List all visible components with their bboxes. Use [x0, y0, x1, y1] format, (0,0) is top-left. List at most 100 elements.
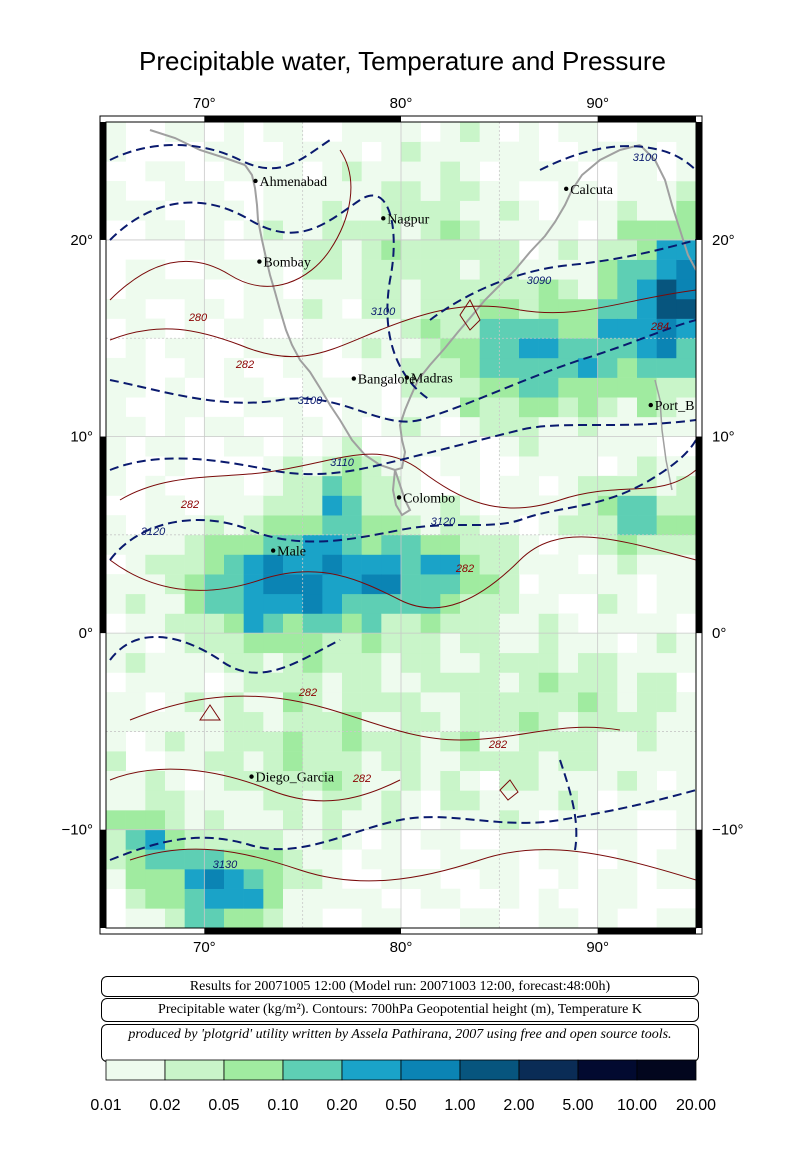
- pw-cell: [302, 613, 323, 634]
- pw-cell: [479, 122, 500, 142]
- pw-cell: [479, 416, 500, 437]
- pw-cell: [224, 574, 244, 595]
- pw-cell: [538, 279, 559, 300]
- pw-cell: [322, 259, 343, 280]
- pw-cell: [204, 239, 225, 260]
- pw-cell: [322, 318, 343, 339]
- pw-cell: [656, 849, 677, 870]
- pw-cell: [361, 318, 382, 339]
- pw-cell: [401, 180, 421, 201]
- pw-cell: [637, 220, 657, 241]
- pw-cell: [460, 908, 480, 928]
- pw-cell: [656, 416, 677, 437]
- pw-cell: [302, 869, 323, 889]
- pw-cell: [440, 888, 461, 909]
- pw-cell: [558, 220, 579, 241]
- pw-cell: [558, 456, 579, 477]
- pw-cell: [558, 908, 579, 928]
- pw-cell: [243, 633, 264, 654]
- pw-cell: [401, 652, 421, 673]
- pw-cell: [401, 200, 421, 221]
- pw-cell: [322, 180, 343, 201]
- pw-cell: [440, 711, 461, 732]
- legend-swatch: [164, 1059, 225, 1081]
- pw-cell: [538, 731, 559, 752]
- pw-cell: [263, 495, 284, 516]
- pw-cell: [224, 377, 244, 398]
- pw-cell: [184, 888, 205, 909]
- pw-cell: [440, 790, 461, 811]
- pw-cell: [479, 357, 500, 378]
- pw-cell: [578, 397, 598, 418]
- pw-cell: [165, 436, 185, 457]
- pw-cell: [538, 751, 559, 772]
- pw-cell: [676, 574, 696, 595]
- pw-cell: [145, 810, 166, 831]
- pw-cell: [184, 318, 205, 339]
- pw-cell: [224, 475, 244, 496]
- pw-cell: [420, 200, 441, 221]
- geopotential-contour-label: 3120: [141, 526, 166, 538]
- pw-cell: [617, 790, 638, 811]
- pw-cell: [184, 751, 205, 772]
- pw-cell: [479, 593, 500, 614]
- pw-cell: [283, 574, 303, 595]
- pw-cell: [499, 829, 520, 850]
- pw-cell: [125, 810, 146, 831]
- pw-cell: [361, 515, 382, 536]
- temperature-contour-label: 280: [188, 312, 208, 324]
- pw-cell: [420, 338, 441, 359]
- pw-cell: [499, 338, 520, 359]
- pw-cell: [361, 475, 382, 496]
- pw-cell: [204, 751, 225, 772]
- pw-cell: [263, 829, 284, 850]
- pw-cell: [165, 810, 185, 831]
- pw-cell: [597, 475, 618, 496]
- pw-cell: [617, 652, 638, 673]
- pw-cell: [578, 574, 598, 595]
- pw-cell: [637, 338, 657, 359]
- pw-cell: [322, 475, 343, 496]
- pw-cell: [204, 574, 225, 595]
- pw-cell: [558, 770, 579, 791]
- pw-cell: [165, 554, 185, 575]
- pw-cell: [558, 672, 579, 693]
- pw-cell: [165, 574, 185, 595]
- pw-cell: [302, 534, 323, 555]
- pw-cell: [420, 613, 441, 634]
- geopotential-contours: [109, 139, 696, 861]
- pw-cell: [597, 279, 618, 300]
- pw-cell: [499, 869, 520, 889]
- pw-cell: [440, 456, 461, 477]
- pw-cell: [676, 259, 696, 280]
- pw-cell: [617, 377, 638, 398]
- pw-cell: [578, 751, 598, 772]
- pw-cell: [342, 515, 362, 536]
- pw-cell: [361, 259, 382, 280]
- pw-cell: [558, 515, 579, 536]
- pw-cell: [676, 475, 696, 496]
- pw-cell: [263, 888, 284, 909]
- city-dot: [396, 495, 402, 500]
- pw-cell: [538, 672, 559, 693]
- legend-color-bar: [105, 1059, 697, 1081]
- pw-cell: [617, 357, 638, 378]
- pw-cell: [224, 259, 244, 280]
- pw-cell: [499, 495, 520, 516]
- pw-cell: [224, 692, 244, 713]
- pw-cell: [656, 652, 677, 673]
- pw-cell: [656, 574, 677, 595]
- pw-cell: [656, 239, 677, 260]
- pw-cell: [637, 122, 657, 142]
- pw-cell: [460, 515, 480, 536]
- pw-cell: [283, 652, 303, 673]
- pw-cell: [342, 318, 362, 339]
- pw-cell: [381, 770, 402, 791]
- pw-cell: [283, 790, 303, 811]
- pw-cell: [401, 613, 421, 634]
- pw-cell: [597, 377, 618, 398]
- pw-cell: [440, 652, 461, 673]
- pw-cell: [204, 534, 225, 555]
- pw-cell: [243, 810, 264, 831]
- pw-cell: [538, 574, 559, 595]
